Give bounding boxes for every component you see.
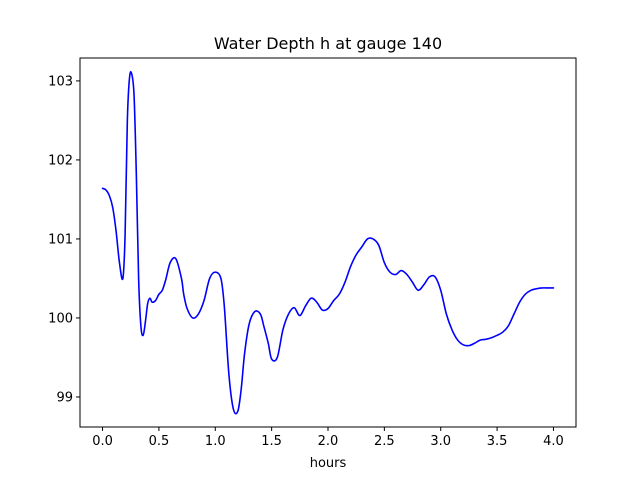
series-line xyxy=(101,70,555,415)
y-tick-label: 100 xyxy=(48,311,73,326)
x-tick-label: 1.5 xyxy=(261,434,282,449)
x-tick-label: 2.5 xyxy=(374,434,395,449)
y-tick-label: 103 xyxy=(48,74,73,89)
y-tick-label: 99 xyxy=(56,390,73,405)
x-tick-label: 3.5 xyxy=(487,434,508,449)
x-axis-label: hours xyxy=(310,456,347,471)
chart-title: Water Depth h at gauge 140 xyxy=(214,34,442,53)
x-tick-label: 0.5 xyxy=(149,434,170,449)
x-tick-label: 1.0 xyxy=(205,434,226,449)
series-layer xyxy=(101,70,555,415)
x-tick-label: 4.0 xyxy=(543,434,564,449)
plot-frame xyxy=(79,57,577,428)
y-axis-ticks: 99 100 101 102 103 xyxy=(48,74,80,405)
y-tick-label: 102 xyxy=(48,153,73,168)
x-axis-ticks: 0.0 0.5 1.0 1.5 2.0 2.5 3.0 3.5 4.0 xyxy=(92,427,564,449)
y-tick-label: 101 xyxy=(48,232,73,247)
x-tick-label: 3.0 xyxy=(430,434,451,449)
x-tick-label: 2.0 xyxy=(318,434,339,449)
x-tick-label: 0.0 xyxy=(92,434,113,449)
